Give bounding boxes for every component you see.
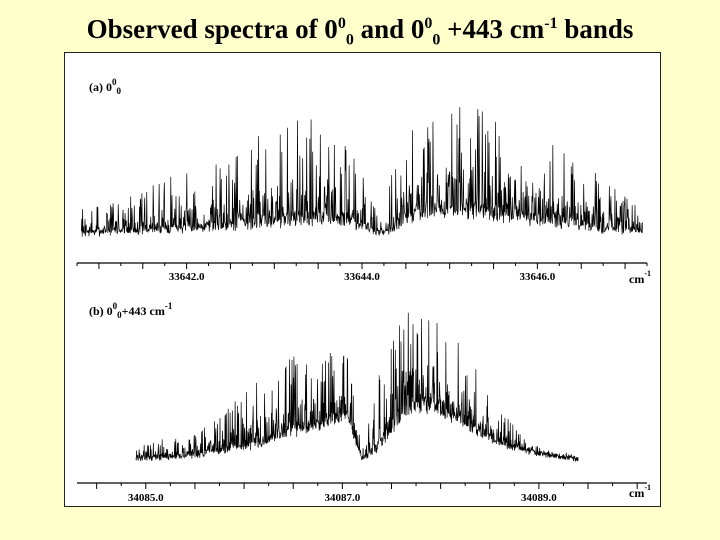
panel-b-xlabel: cm-1 bbox=[629, 483, 651, 500]
title-sup1: 0 bbox=[337, 15, 346, 32]
spectrum-b-trace bbox=[135, 312, 579, 463]
panel-a: (a) 000 33642.0 33644.0 33646.0 cm-1 bbox=[76, 77, 651, 286]
panel-a-ticks: 33642.0 33644.0 33646.0 bbox=[76, 263, 648, 283]
panel-b-ticks: 34085.0 34087.0 34089.0 bbox=[96, 483, 638, 504]
title-sub2: 0 bbox=[432, 31, 441, 49]
title-sub1: 0 bbox=[345, 31, 354, 49]
panel-b-tick-label: 34085.0 bbox=[128, 492, 164, 504]
figure-frame: (a) 000 33642.0 33644.0 33646.0 cm-1 (b) 0… bbox=[64, 52, 661, 507]
panel-b-tick-label: 34087.0 bbox=[324, 492, 360, 504]
slide-title: Observed spectra of 000 and 000 +443 cm-… bbox=[0, 14, 720, 49]
panel-a-tick-label: 33646.0 bbox=[520, 271, 556, 283]
panel-b-tick-label: 34089.0 bbox=[521, 492, 557, 504]
panel-b: (b) 000+443 cm-1 34085.0 34087.0 34089.0 c… bbox=[77, 301, 651, 504]
title-sup3: -1 bbox=[544, 15, 558, 32]
spectrum-a-line bbox=[81, 107, 643, 237]
panel-a-label: (a) 000 bbox=[89, 77, 122, 96]
title-prefix: Observed spectra of 0 bbox=[86, 14, 338, 44]
title-middle: and 0 bbox=[353, 14, 425, 44]
panel-a-tick-label: 33642.0 bbox=[169, 271, 205, 283]
spectrum-b-line bbox=[135, 312, 579, 463]
spectra-figure: (a) 000 33642.0 33644.0 33646.0 cm-1 (b) 0… bbox=[76, 77, 651, 504]
title-sup2: 0 bbox=[424, 15, 433, 32]
panel-a-xlabel: cm-1 bbox=[629, 269, 651, 286]
title-end: bands bbox=[557, 14, 634, 44]
spectrum-a-trace bbox=[81, 107, 643, 237]
title-suffix: +443 cm bbox=[440, 14, 545, 44]
panel-a-tick-label: 33644.0 bbox=[344, 271, 380, 283]
panel-b-label: (b) 000+443 cm-1 bbox=[89, 301, 173, 320]
